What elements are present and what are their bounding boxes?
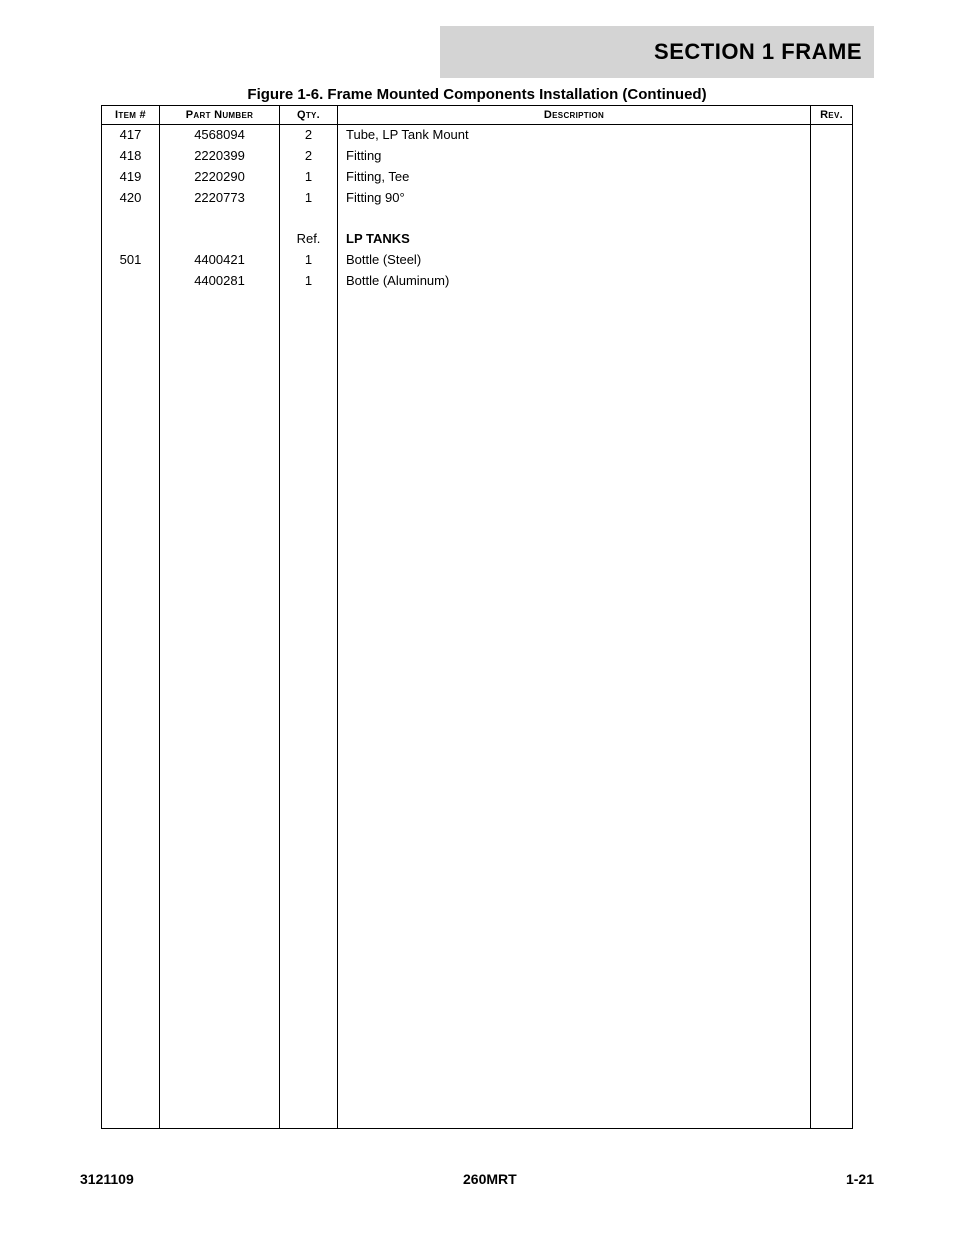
table-row: 41745680942Tube, LP Tank Mount <box>102 125 853 146</box>
col-header-rev: Rev. <box>811 106 853 125</box>
cell-part: 2220290 <box>160 167 280 188</box>
col-header-desc: Description <box>338 106 811 125</box>
cell-item: 419 <box>102 167 160 188</box>
cell-desc: LP TANKS <box>338 229 811 250</box>
table-row: 41922202901Fitting, Tee <box>102 167 853 188</box>
cell-item <box>102 271 160 292</box>
table-row: 42022207731Fitting 90° <box>102 188 853 209</box>
cell-qty: 1 <box>280 250 338 271</box>
cell-rev <box>811 250 853 271</box>
cell-part: 4400421 <box>160 250 280 271</box>
cell-desc: Fitting 90° <box>338 188 811 209</box>
cell-rev <box>811 271 853 292</box>
table-row: 44002811Bottle (Aluminum) <box>102 271 853 292</box>
cell-item <box>102 229 160 250</box>
cell-qty: 1 <box>280 271 338 292</box>
footer-right: 1-21 <box>846 1171 874 1187</box>
table-row: 41822203992Fitting <box>102 146 853 167</box>
page-footer: 3121109 260MRT 1-21 <box>80 1171 874 1187</box>
table-row <box>102 208 853 229</box>
cell-part <box>160 229 280 250</box>
cell-qty: Ref. <box>280 229 338 250</box>
cell-rev <box>811 229 853 250</box>
cell-desc: Bottle (Aluminum) <box>338 271 811 292</box>
cell-rev <box>811 167 853 188</box>
table-header-row: Item # Part Number Qty. Description Rev. <box>102 106 853 125</box>
parts-table: Item # Part Number Qty. Description Rev.… <box>101 105 853 1129</box>
cell-rev <box>811 146 853 167</box>
cell-qty: 2 <box>280 125 338 146</box>
section-title: SECTION 1 FRAME <box>654 39 862 65</box>
cell-qty: 1 <box>280 188 338 209</box>
footer-left: 3121109 <box>80 1171 134 1187</box>
col-header-qty: Qty. <box>280 106 338 125</box>
table-body: 41745680942Tube, LP Tank Mount4182220399… <box>102 125 853 1129</box>
col-header-part: Part Number <box>160 106 280 125</box>
header-right-block: SECTION 1 FRAME <box>440 26 874 78</box>
cell-desc: Fitting <box>338 146 811 167</box>
cell-item: 417 <box>102 125 160 146</box>
cell-rev <box>811 125 853 146</box>
figure-title: Figure 1-6. Frame Mounted Components Ins… <box>80 86 874 103</box>
header-left-spacer <box>80 26 440 78</box>
cell-part: 4400281 <box>160 271 280 292</box>
table-filler-row <box>102 292 853 1129</box>
cell-qty: 2 <box>280 146 338 167</box>
cell-part: 2220399 <box>160 146 280 167</box>
cell-item: 418 <box>102 146 160 167</box>
cell-part: 2220773 <box>160 188 280 209</box>
cell-desc: Tube, LP Tank Mount <box>338 125 811 146</box>
cell-desc: Fitting, Tee <box>338 167 811 188</box>
col-header-item: Item # <box>102 106 160 125</box>
header-bar: SECTION 1 FRAME <box>80 26 874 78</box>
cell-item: 501 <box>102 250 160 271</box>
page-container: SECTION 1 FRAME Figure 1-6. Frame Mounte… <box>0 0 954 1235</box>
cell-item: 420 <box>102 188 160 209</box>
footer-center: 260MRT <box>463 1171 517 1187</box>
table-row: 50144004211Bottle (Steel) <box>102 250 853 271</box>
cell-desc: Bottle (Steel) <box>338 250 811 271</box>
cell-rev <box>811 188 853 209</box>
cell-qty: 1 <box>280 167 338 188</box>
cell-part: 4568094 <box>160 125 280 146</box>
table-row: Ref.LP TANKS <box>102 229 853 250</box>
